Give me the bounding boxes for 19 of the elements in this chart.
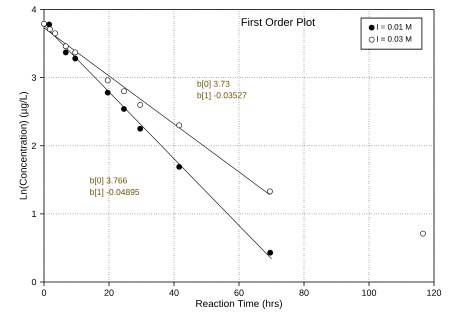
y-tick-label: 0 [32, 278, 36, 286]
x-tick-label: 0 [42, 290, 46, 296]
x-tick-label: 60 [234, 290, 244, 296]
x-tick-label: 40 [169, 290, 179, 296]
x-tick-label: 100 [362, 290, 376, 296]
x-tick-label: 20 [104, 290, 114, 296]
y-axis-title: Ln(Concentration) (µg/L) [19, 92, 29, 200]
y-tick-label: 4 [32, 6, 36, 13]
annotation: b[1] -0.04895 [90, 188, 140, 197]
x-tick-label: 120 [427, 290, 442, 296]
y-tick-label: 3 [32, 74, 36, 81]
y-tick-label: 2 [32, 142, 36, 149]
annotation: b[0] 3.766 [90, 177, 127, 186]
annotation: b[1] -0.03527 [198, 92, 246, 100]
x-axis-title: Reaction Time (hrs) [196, 300, 282, 309]
text: First Order Plot [242, 18, 316, 26]
x-tick-label: 80 [299, 290, 309, 296]
annotation: b[0] 3.73 [198, 80, 230, 88]
y-tick-label: 1 [32, 210, 36, 217]
